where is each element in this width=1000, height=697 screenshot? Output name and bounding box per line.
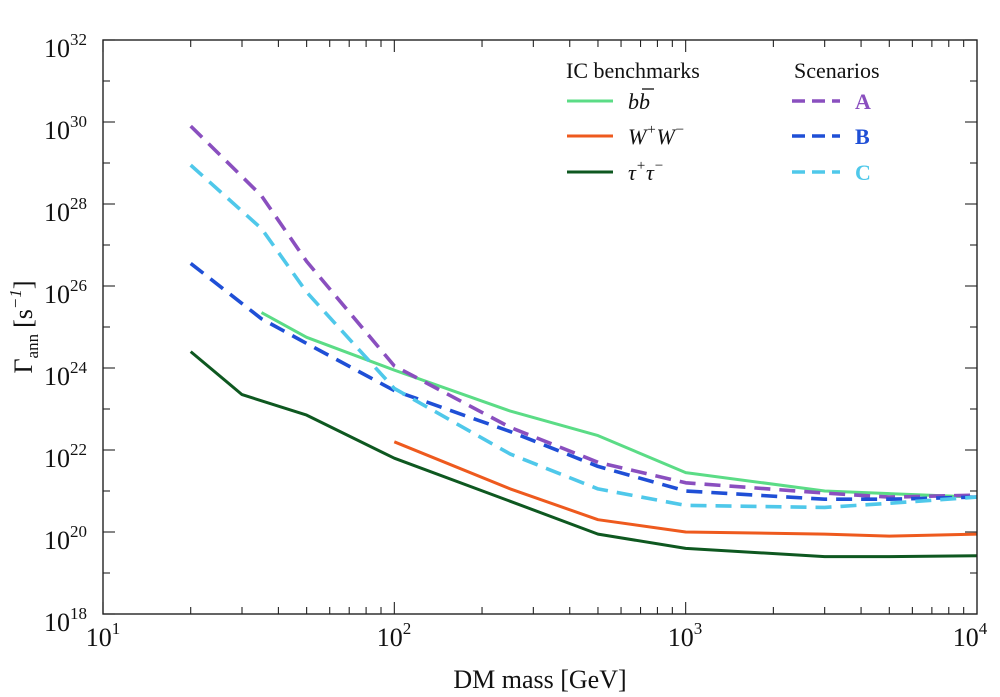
x-tick-label: 104 — [953, 619, 988, 652]
series-line-a — [189, 124, 978, 499]
y-tick-label: 1028 — [44, 194, 87, 227]
series-line-bb — [260, 311, 978, 499]
x-tick-label: 103 — [668, 619, 703, 652]
legend-label-a: A — [855, 89, 871, 114]
legend-label-b: B — [855, 124, 870, 149]
y-tick-label: 1032 — [44, 30, 87, 63]
legend-scenarios-header: Scenarios — [794, 58, 880, 83]
series-line-b — [189, 261, 978, 502]
y-tick-label: 1030 — [44, 112, 87, 145]
legend-label-c: C — [855, 160, 871, 185]
series-line-c — [189, 163, 978, 510]
legend: IC benchmarks Scenarios bb W+W− τ+τ− A B… — [566, 58, 880, 185]
series-layer — [189, 124, 978, 559]
x-axis-title: DM mass [GeV] — [453, 665, 626, 694]
legend-label-bbbar: bb — [628, 89, 650, 114]
series-line- — [189, 350, 978, 559]
y-tick-label: 1018 — [44, 604, 87, 637]
plot-background — [103, 40, 977, 614]
series-line-ww — [393, 440, 978, 538]
legend-benchmarks-header: IC benchmarks — [566, 58, 700, 83]
y-tick-label: 1026 — [44, 276, 87, 309]
legend-label-ww: W+W− — [628, 122, 685, 149]
y-tick-label: 1020 — [44, 522, 87, 555]
y-tick-label: 1022 — [44, 440, 87, 473]
y-axis-title: Γann[s−1] — [6, 280, 42, 373]
legend-label-tautau: τ+τ− — [628, 158, 664, 185]
plot-frame — [102, 39, 978, 615]
x-tick-label: 101 — [86, 619, 121, 652]
x-tick-label: 102 — [377, 619, 412, 652]
y-tick-label: 1024 — [44, 358, 88, 391]
